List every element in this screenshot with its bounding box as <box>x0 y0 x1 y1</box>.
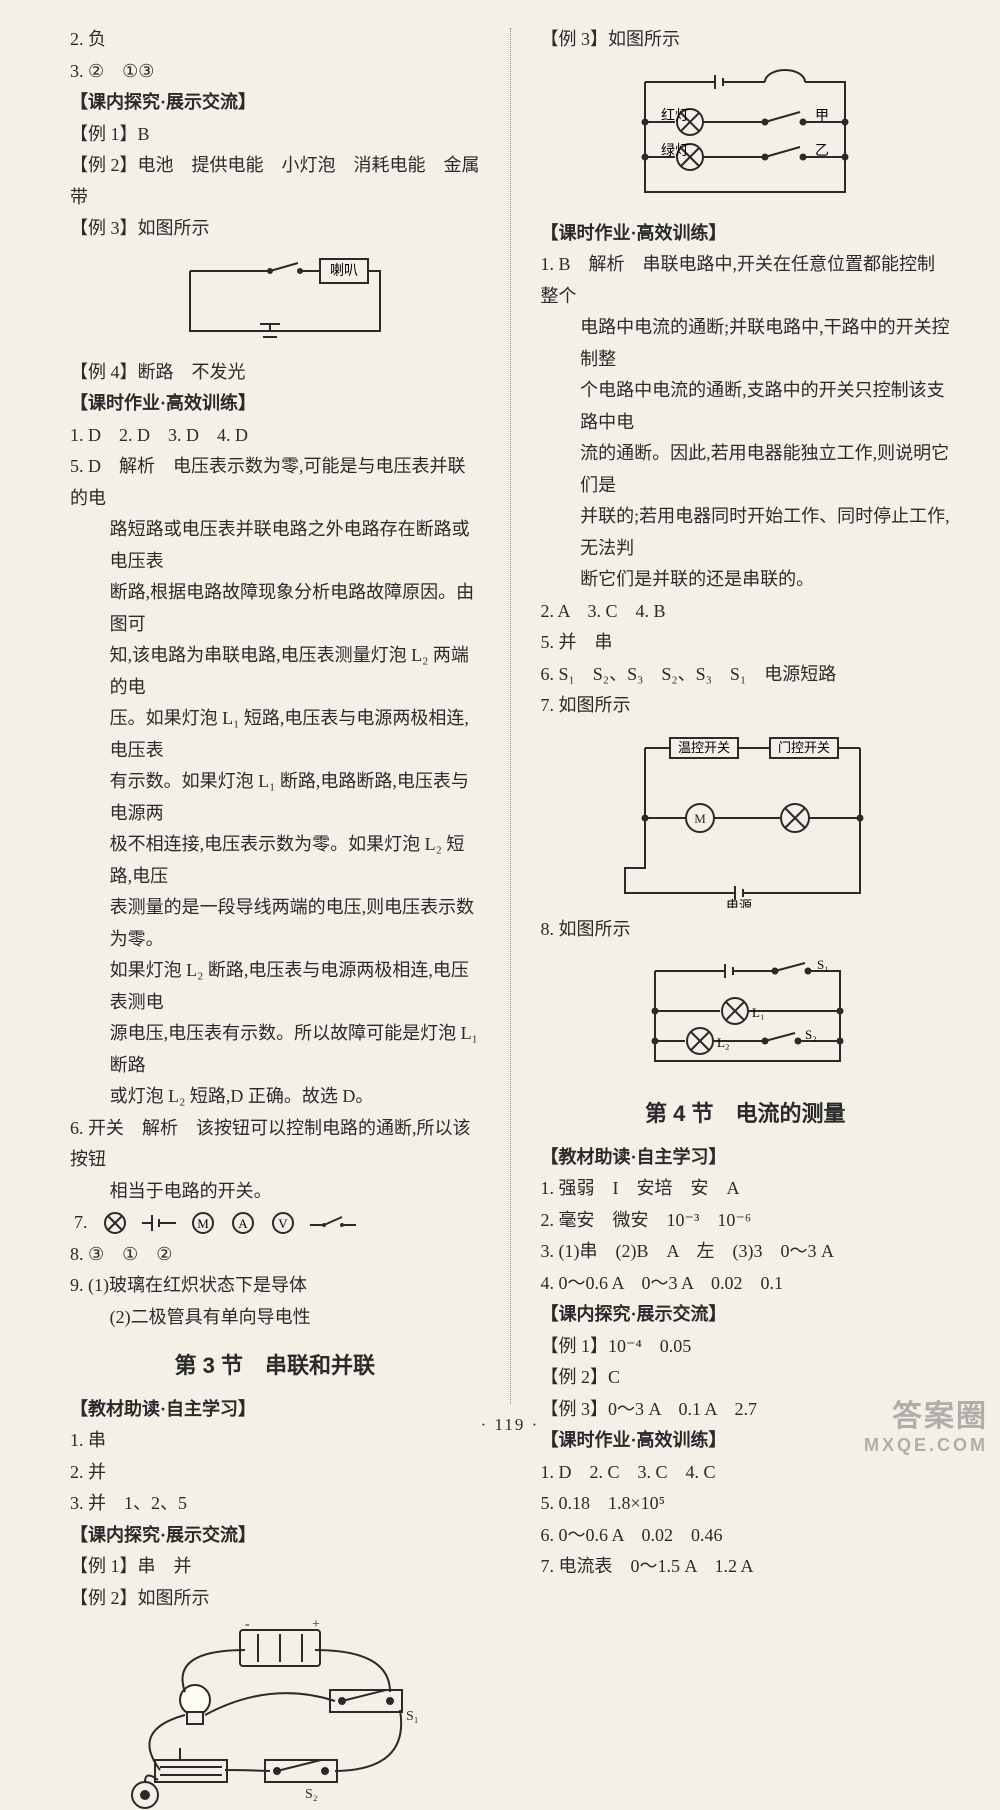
diagram-speaker-circuit: 喇叭 <box>150 251 400 351</box>
rhw-b1: 1. D 2. C 3. C 4. C <box>541 1457 951 1489</box>
header-homework: 【课时作业·高效训练】 <box>70 388 480 420</box>
header-inclass: 【课内探究·展示交流】 <box>70 87 480 119</box>
r2: 2. 毫安 微安 10⁻³ 10⁻⁶ <box>541 1205 951 1237</box>
r1: 1. 强弱 I 安培 安 A <box>541 1173 951 1205</box>
hw6-head: 6. 开关 解析 该按钮可以控制电路的通断,所以该按钮 <box>70 1113 480 1176</box>
ammeter-symbol-icon: A <box>230 1210 256 1236</box>
rhw6: 6. S₁ S₂、S₃ S₂、S₃ S₁ 电源短路 <box>541 659 951 691</box>
diagram-parallel-lamp-circuit: S₁ L₁ L₂ S₂ <box>625 951 865 1081</box>
svg-text:A: A <box>238 1216 248 1231</box>
l2-label: L₂ <box>717 1035 729 1050</box>
column-divider <box>510 28 511 1404</box>
speaker-label: 喇叭 <box>330 263 358 279</box>
rex2: 【例 2】C <box>541 1362 951 1394</box>
rhw8: 8. 如图所示 <box>541 914 951 946</box>
example-4: 【例 4】断路 不发光 <box>70 357 480 389</box>
rhw-b5: 5. 0.18 1.8×10⁵ <box>541 1488 951 1520</box>
rhw7: 7. 如图所示 <box>541 690 951 722</box>
watermark-line1: 答案圈 <box>864 1399 988 1435</box>
header-inclass-2: 【课内探究·展示交流】 <box>70 1520 480 1552</box>
section-3-title: 第 3 节 串联和并联 <box>70 1347 480 1386</box>
s1-label: S₁ <box>817 957 829 972</box>
s1: 1. 串 <box>70 1425 480 1457</box>
rhw-b7: 7. 电流表 0～1.5 A 1.2 A <box>541 1551 951 1583</box>
voltmeter-symbol-icon: V <box>270 1210 296 1236</box>
answer-2: 2. 负 <box>70 24 480 56</box>
rhw-b6: 6. 0～0.6 A 0.02 0.46 <box>541 1520 951 1552</box>
left-column: 2. 负 3. ② ①③ 【课内探究·展示交流】 【例 1】B 【例 2】电池 … <box>70 24 486 1404</box>
right-column: 【例 3】如图所示 <box>535 24 951 1404</box>
hw5-7: 表测量的是一段导线两端的电压,则电压表示数为零。 <box>70 892 480 955</box>
section-4-title: 第 4 节 电流的测量 <box>541 1095 951 1134</box>
rhw1-5: 断它们是并联的还是串联的。 <box>541 564 951 596</box>
r-ex3: 【例 3】如图所示 <box>541 24 951 56</box>
rex1: 【例 1】10⁻⁴ 0.05 <box>541 1331 951 1363</box>
power-label: 电源 <box>726 898 752 908</box>
l1-label: L₁ <box>752 1005 764 1020</box>
s3: 3. 并 1、2、5 <box>70 1488 480 1520</box>
r-header-inclass: 【课内探究·展示交流】 <box>541 1299 951 1331</box>
svg-text:V: V <box>278 1216 288 1231</box>
hw5-6: 极不相连接,电压表示数为零。如果灯泡 L₂ 短路,电压 <box>70 829 480 892</box>
ex2-fig: 【例 2】如图所示 <box>70 1583 480 1615</box>
watermark: 答案圈 MXQE.COM <box>864 1399 988 1457</box>
hw5-head: 5. D 解析 电压表示数为零,可能是与电压表并联的电 <box>70 451 480 514</box>
svg-text:-: - <box>245 1620 250 1632</box>
rhw1-head: 1. B 解析 串联电路中,开关在任意位置都能控制整个 <box>541 249 951 312</box>
rhw1-4: 并联的;若用电器同时开始工作、同时停止工作,无法判 <box>541 501 951 564</box>
svg-text:S₁: S₁ <box>406 1709 419 1724</box>
battery-symbol-icon <box>142 1211 176 1235</box>
temp-switch-label: 温控开关 <box>678 740 730 755</box>
switch-jia-label: 甲 <box>815 109 829 124</box>
example-1b: 【例 1】B <box>70 119 480 151</box>
green-lamp-label: 绿灯 <box>661 143 689 159</box>
hw5-10: 或灯泡 L₂ 短路,D 正确。故选 D。 <box>70 1081 480 1113</box>
s2: 2. 并 <box>70 1457 480 1489</box>
watermark-line2: MXQE.COM <box>864 1435 988 1457</box>
lamp-symbol-icon <box>102 1210 128 1236</box>
hw9-1: 9. (1)玻璃在红炽状态下是导体 <box>70 1270 480 1302</box>
hw7-symbol-row: 7. M A V <box>70 1207 480 1239</box>
svg-text:M: M <box>197 1216 209 1231</box>
red-lamp-label: 红灯 <box>661 108 689 124</box>
r-header-selfstudy: 【教材助读·自主学习】 <box>541 1142 951 1174</box>
ex1-cp: 【例 1】串 并 <box>70 1551 480 1583</box>
rhw1-1: 电路中电流的通断;并联电路中,干路中的开关控制整 <box>541 312 951 375</box>
hw9-2: (2)二极管具有单向导电性 <box>70 1302 480 1334</box>
hw6-1: 相当于电路的开关。 <box>70 1176 480 1208</box>
hw5-3: 知,该电路为串联电路,电压表测量灯泡 L₂ 两端的电 <box>70 640 480 703</box>
hw5-8: 如果灯泡 L₂ 断路,电压表与电源两极相连,电压表测电 <box>70 955 480 1018</box>
answer-3: 3. ② ①③ <box>70 56 480 88</box>
hw-1-4: 1. D 2. D 3. D 4. D <box>70 420 480 452</box>
hw5-2: 断路,根据电路故障现象分析电路故障原因。由图可 <box>70 577 480 640</box>
example-2: 【例 2】电池 提供电能 小灯泡 消耗电能 金属带 <box>70 150 480 213</box>
r4: 4. 0～0.6 A 0～3 A 0.02 0.1 <box>541 1268 951 1300</box>
door-switch-label: 门控开关 <box>778 740 830 755</box>
hw5-4: 压。如果灯泡 L₁ 短路,电压表与电源两极相连,电压表 <box>70 703 480 766</box>
motor-symbol-icon: M <box>190 1210 216 1236</box>
diagram-two-lamp-circuit: 红灯 绿灯 甲 乙 <box>615 62 875 212</box>
rhw1-3: 流的通断。因此,若用电器能独立工作,则说明它们是 <box>541 438 951 501</box>
rhw234: 2. A 3. C 4. B <box>541 596 951 628</box>
s2-label: S₂ <box>805 1027 817 1042</box>
svg-text:+: + <box>312 1620 320 1632</box>
switch-symbol-icon <box>310 1213 356 1233</box>
rhw5: 5. 并 串 <box>541 627 951 659</box>
rhw1-2: 个电路中电流的通断,支路中的开关只控制该支路中电 <box>541 375 951 438</box>
header-selfstudy: 【教材助读·自主学习】 <box>70 1394 480 1426</box>
hw5-5: 有示数。如果灯泡 L₁ 断路,电路断路,电压表与电源两 <box>70 766 480 829</box>
hw5-9: 源电压,电压表有示数。所以故障可能是灯泡 L₁ 断路 <box>70 1018 480 1081</box>
switch-yi-label: 乙 <box>815 143 829 159</box>
r-header-homework: 【课时作业·高效训练】 <box>541 218 951 250</box>
diagram-motor-lamp-circuit: 温控开关 门控开关 M 电源 <box>605 728 885 908</box>
svg-text:S₂: S₂ <box>305 1787 318 1802</box>
diagram-pictorial-circuit: - + S₁ S₂ <box>110 1620 440 1810</box>
hw7-label: 7. <box>74 1207 88 1239</box>
hw5-1: 路短路或电压表并联电路之外电路存在断路或电压表 <box>70 514 480 577</box>
r3: 3. (1)串 (2)B A 左 (3)3 0～3 A <box>541 1236 951 1268</box>
example-3: 【例 3】如图所示 <box>70 213 480 245</box>
svg-text:M: M <box>694 811 706 826</box>
hw8: 8. ③ ① ② <box>70 1239 480 1271</box>
